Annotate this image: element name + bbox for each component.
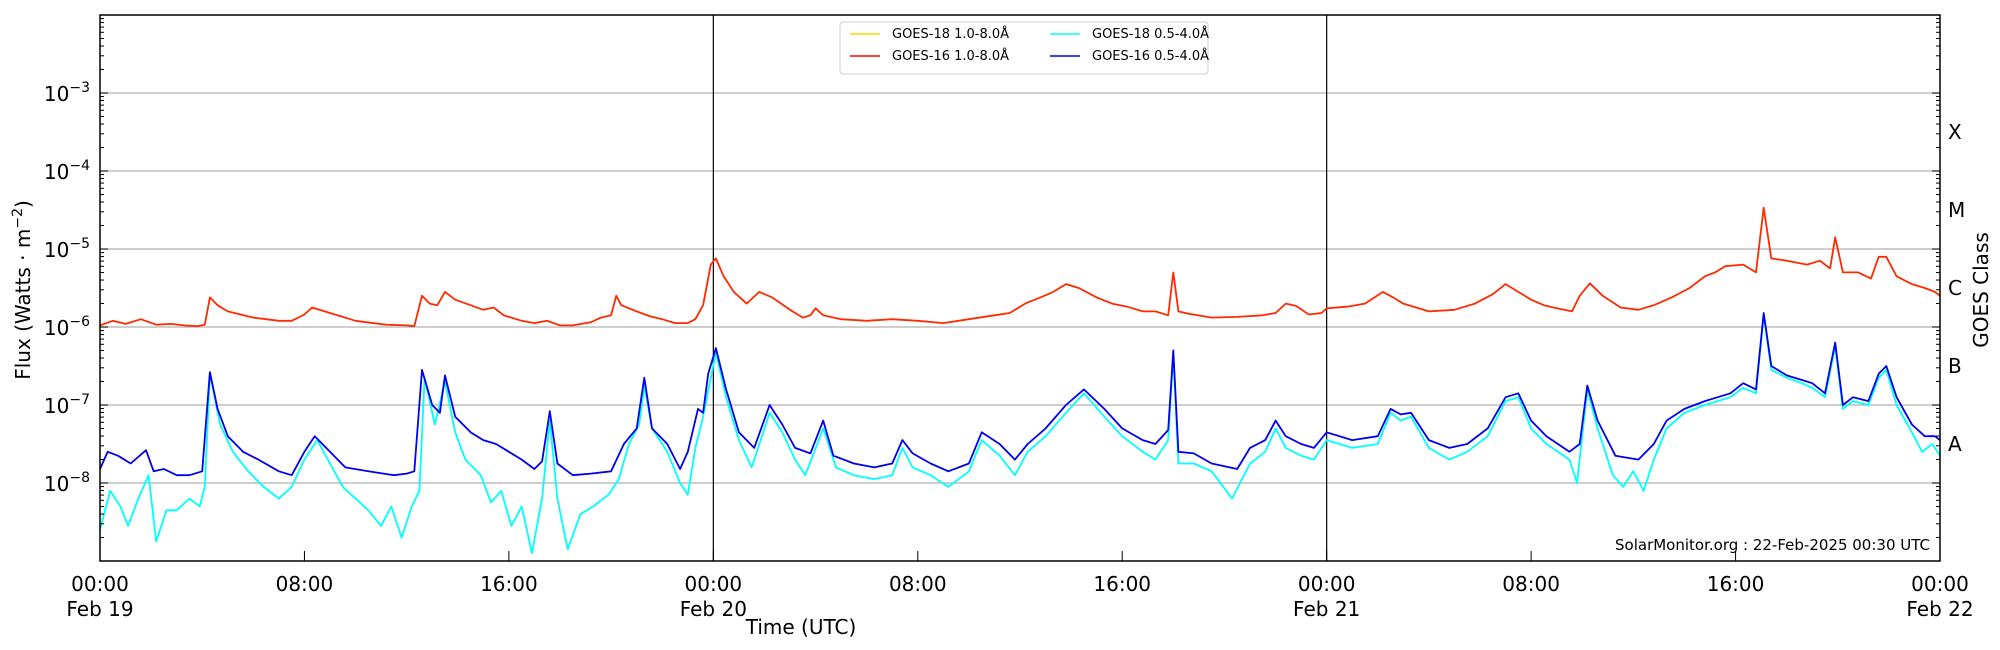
x-tick-time: 08:00 bbox=[1502, 572, 1560, 596]
x-tick-time: 16:00 bbox=[1707, 572, 1765, 596]
x-tick-date: Feb 20 bbox=[680, 597, 747, 621]
series-line bbox=[99, 314, 1941, 555]
legend: GOES-18 1.0-8.0Å GOES-18 0.5-4.0Å GOES-16 … bbox=[839, 21, 1209, 75]
series-line bbox=[99, 206, 1941, 328]
legend-label: GOES-16 1.0-8.0Å bbox=[892, 48, 1009, 64]
goes-class-x: X bbox=[1948, 120, 1962, 144]
x-axis-label: Time (UTC) bbox=[745, 615, 857, 639]
y-axis-label: Flux (Watts · m−2) bbox=[10, 200, 35, 380]
goes-class-m: M bbox=[1948, 198, 1965, 222]
legend-label: GOES-18 0.5-4.0Å bbox=[1092, 26, 1209, 42]
legend-label: GOES-16 0.5-4.0Å bbox=[1092, 48, 1209, 64]
y-tick-label: 10−8 bbox=[44, 470, 90, 496]
x-tick-time: 08:00 bbox=[889, 572, 947, 596]
y-tick-label: 10−7 bbox=[44, 392, 90, 418]
x-tick-time: 00:00 bbox=[1298, 572, 1356, 596]
y-tick-label: 10−5 bbox=[44, 236, 90, 262]
y-tick-label: 10−3 bbox=[44, 80, 90, 106]
legend-box bbox=[839, 21, 1209, 75]
x-tick-time: 00:00 bbox=[1911, 572, 1969, 596]
series-line bbox=[99, 312, 1941, 477]
x-tick-time: 16:00 bbox=[1093, 572, 1151, 596]
y-tick-label: 10−4 bbox=[44, 158, 90, 184]
x-tick-time: 00:00 bbox=[685, 572, 743, 596]
goes-class-b: B bbox=[1948, 354, 1962, 378]
y-axis-ticks: 10−3 10−4 10−5 10−6 10−7 10−8 bbox=[44, 18, 1940, 562]
x-tick-date: Feb 19 bbox=[66, 597, 133, 621]
x-tick-time: 08:00 bbox=[276, 572, 334, 596]
day-boundary-lines bbox=[712, 15, 1328, 561]
y-tick-label: 10−6 bbox=[44, 314, 90, 340]
watermark-annotation: SolarMonitor.org : 22-Feb-2025 00:30 UTC bbox=[1615, 536, 1930, 554]
plot-frame bbox=[99, 14, 1941, 562]
x-tick-date: Feb 21 bbox=[1293, 597, 1360, 621]
legend-label: GOES-18 1.0-8.0Å bbox=[892, 26, 1009, 42]
series-lines bbox=[99, 206, 1941, 555]
x-tick-time: 16:00 bbox=[480, 572, 538, 596]
goes-class-axis-label: GOES Class bbox=[1969, 232, 1993, 348]
x-tick-time: 00:00 bbox=[71, 572, 129, 596]
grid-lines bbox=[100, 92, 1940, 484]
goes-class-labels: X M C B A bbox=[1948, 120, 1965, 456]
x-tick-date: Feb 22 bbox=[1906, 597, 1973, 621]
goes-class-c: C bbox=[1948, 276, 1962, 300]
goes-class-a: A bbox=[1948, 432, 1962, 456]
